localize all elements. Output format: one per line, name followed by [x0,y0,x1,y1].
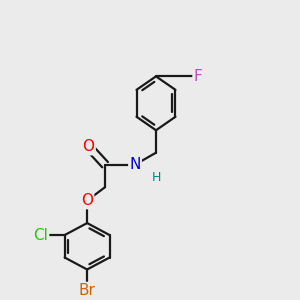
Text: F: F [194,69,202,84]
Text: Br: Br [79,283,96,298]
Text: O: O [81,193,93,208]
Text: H: H [152,171,161,184]
Text: Cl: Cl [33,228,48,243]
Text: N: N [129,157,141,172]
Text: O: O [82,139,94,154]
